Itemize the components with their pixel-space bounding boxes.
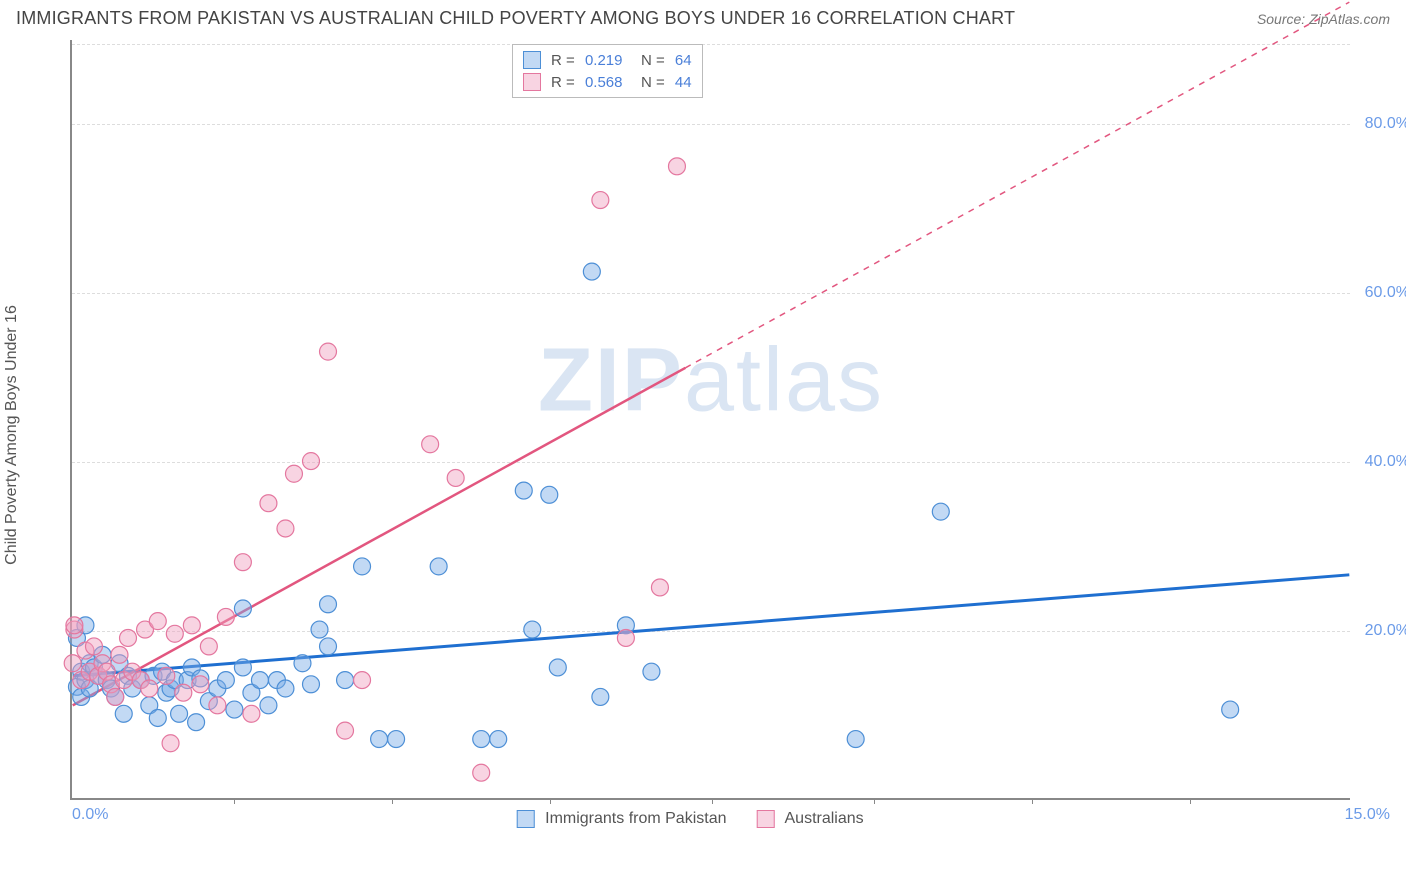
y-tick-label: 60.0% xyxy=(1365,284,1406,302)
y-tick-label: 80.0% xyxy=(1365,115,1406,133)
chart-header: IMMIGRANTS FROM PAKISTAN VS AUSTRALIAN C… xyxy=(0,0,1406,33)
legend-swatch-0 xyxy=(517,810,535,828)
x-tick-label: 15.0% xyxy=(1345,806,1390,824)
stats-row-series-0: R = 0.219 N = 64 xyxy=(523,49,692,71)
chart-source: Source: ZipAtlas.com xyxy=(1257,11,1390,27)
y-tick-label: 20.0% xyxy=(1365,622,1406,640)
swatch-series-0 xyxy=(523,51,541,69)
swatch-series-1 xyxy=(523,73,541,91)
scatter-points xyxy=(72,40,1350,798)
chart-container: Child Poverty Among Boys Under 16 ZIPatl… xyxy=(52,40,1382,830)
x-tick-label: 0.0% xyxy=(72,806,108,824)
plot-area: ZIPatlas 20.0%40.0%60.0%80.0% R = 0.219 … xyxy=(70,40,1350,800)
y-tick-label: 40.0% xyxy=(1365,453,1406,471)
stats-row-series-1: R = 0.568 N = 44 xyxy=(523,71,692,93)
legend-item-0: Immigrants from Pakistan xyxy=(517,810,726,828)
legend-item-1: Australians xyxy=(757,810,864,828)
legend-swatch-1 xyxy=(757,810,775,828)
stats-legend: R = 0.219 N = 64 R = 0.568 N = 44 xyxy=(512,44,703,98)
chart-title: IMMIGRANTS FROM PAKISTAN VS AUSTRALIAN C… xyxy=(16,8,1015,29)
bottom-legend: Immigrants from Pakistan Australians xyxy=(517,810,864,828)
y-axis-label: Child Poverty Among Boys Under 16 xyxy=(3,305,21,565)
